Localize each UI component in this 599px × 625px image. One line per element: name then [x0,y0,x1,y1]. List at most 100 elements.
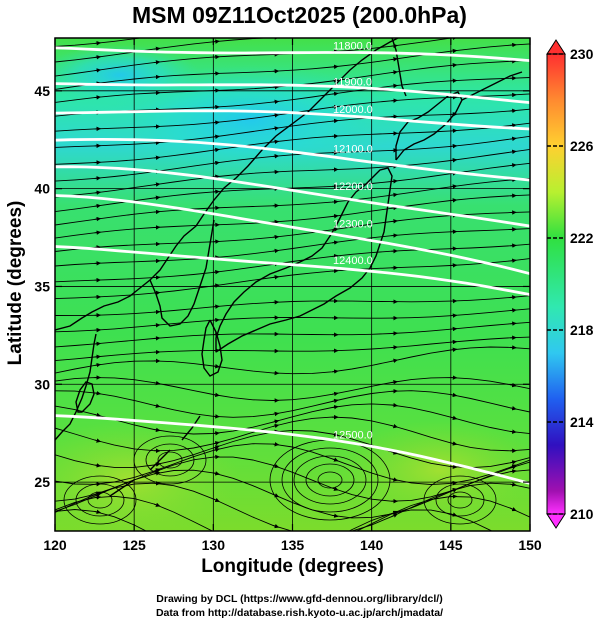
colorbar-bottom-arrow [546,513,566,529]
y-tick-label: 35 [34,278,50,294]
streamline-arrow [450,392,458,398]
streamline-arrow [332,253,339,259]
y-tick-label: 30 [34,376,50,392]
streamline-arrow [272,442,280,447]
streamline-arrow [510,149,517,155]
streamline-arrow [272,423,280,429]
credit-data: Data from http://database.rish.kyoto-u.a… [155,607,444,619]
coastline-taiwan [75,381,95,413]
x-tick-label: 145 [439,537,463,553]
streamline-arrow [213,39,220,44]
streamline-arrow [391,510,398,516]
streamline-eddy [281,447,379,513]
y-tick-label: 40 [34,181,50,197]
streamline-arrow [450,198,458,203]
streamline-arrow [213,27,219,28]
streamline-arrow [510,123,517,128]
streamline-arrow [332,118,339,124]
streamline-arrow [332,513,339,518]
streamline [55,122,530,165]
streamline-arrow [213,497,220,503]
streamline-arrow [272,153,280,159]
streamline-arrow [213,364,220,369]
streamline-eddy [87,491,113,509]
streamline [55,108,530,148]
streamline-arrow [94,362,102,368]
streamline-arrow [391,358,398,364]
streamline-arrow [450,62,458,68]
streamline-arrow [94,95,102,100]
streamline [55,429,530,469]
streamline-arrow [272,419,280,424]
streamline-arrow [213,392,220,398]
streamline-arrow [94,390,102,396]
streamline-arrow [510,163,517,168]
streamline-arrow [510,460,517,465]
streamline [55,469,530,519]
streamline [55,178,530,226]
streamline [55,443,530,485]
coastline-korea [149,219,215,327]
streamline-arrow [94,354,102,360]
streamline-arrow [332,537,338,540]
streamline [55,336,530,362]
streamline-arrow [94,491,102,497]
streamline-arrow [510,30,516,31]
streamline-arrow [510,469,517,474]
height-contour [55,165,530,228]
streamline-arrow [391,70,398,75]
streamline-arrow [510,3,516,4]
streamline-arrow [332,104,339,110]
streamline-arrow [154,535,160,538]
streamline-arrow [391,450,398,455]
streamline-arrow [391,192,398,198]
streamline-arrow [510,406,517,411]
streamline-arrow [94,68,102,73]
streamline-arrow [213,120,220,125]
streamline [55,135,530,182]
streamline-arrow [94,495,102,500]
y-axis-label: Latitude (degrees) [5,200,26,366]
streamline-arrow [510,541,516,544]
credit-drawing: Drawing by DCL (https://www.gfd-dennou.o… [156,593,443,605]
streamline-arrow [451,24,457,25]
streamline-arrow [510,382,517,388]
y-tick-label: 45 [34,83,50,99]
x-tick-label: 150 [518,537,542,553]
colorbar-tick-label: 230 [570,46,594,62]
streamline-arrow [213,304,220,309]
streamline-arrow [213,283,220,288]
streamline [55,390,530,418]
streamline-arrow [153,380,161,386]
streamline-arrow [510,308,517,313]
x-tick-label: 130 [202,537,226,553]
height-contour [55,137,530,182]
colorbar-tick-label: 226 [570,138,594,154]
contour-label: 12100.0 [333,143,373,155]
streamline-arrow [332,404,339,410]
streamline-arrow [272,248,280,254]
streamline [55,482,530,531]
streamline-arrow [153,60,161,65]
coastline-sakhalin-kurils [391,38,523,101]
height-contour [55,82,530,104]
streamline-arrow [450,143,458,149]
streamline-arrow [391,31,397,32]
height-contour [55,414,530,485]
streamline-arrow [450,488,458,493]
streamline-arrow [391,83,398,89]
streamline-arrow [450,347,458,352]
streamline-arrow [510,482,517,487]
streamline [55,228,530,267]
streamline-eddy [75,483,125,517]
streamline-arrow [332,534,338,535]
streamline-arrow [94,230,102,235]
streamline-eddy [145,443,195,477]
streamline-arrow [510,295,517,300]
contour-label: 11900.0 [333,76,372,88]
streamline-arrow [332,213,339,219]
streamline-arrow [94,509,102,515]
streamline-arrow [272,113,280,118]
contour-label: 12500.0 [333,430,373,442]
